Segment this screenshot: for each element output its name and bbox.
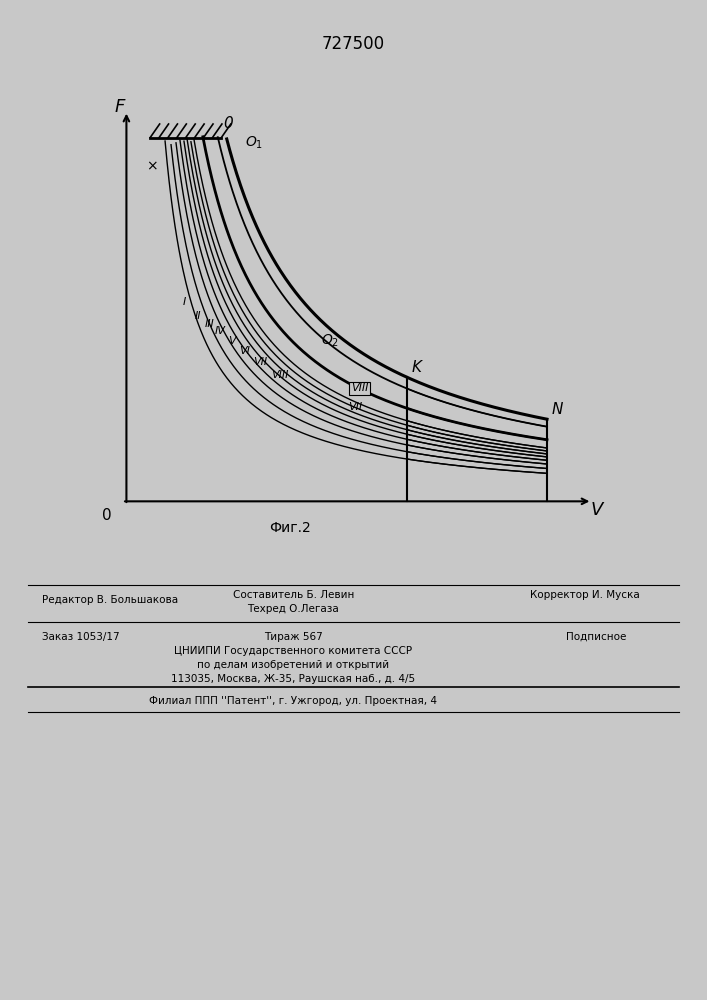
Text: Составитель Б. Левин: Составитель Б. Левин <box>233 590 354 600</box>
Text: IV: IV <box>215 326 226 336</box>
Text: VII: VII <box>348 402 362 412</box>
Text: V: V <box>228 336 236 346</box>
Text: Фиг.2: Фиг.2 <box>269 521 311 535</box>
Text: $O_2$: $O_2$ <box>320 333 339 349</box>
Text: ×: × <box>146 159 158 173</box>
Text: VI: VI <box>240 346 250 356</box>
Text: VIII: VIII <box>351 383 368 393</box>
Text: Корректор И. Муска: Корректор И. Муска <box>530 590 640 600</box>
Text: 0: 0 <box>103 508 112 523</box>
Text: по делам изобретений и открытий: по делам изобретений и открытий <box>197 660 390 670</box>
Text: VII: VII <box>253 357 267 367</box>
Text: N: N <box>551 402 563 417</box>
Text: Техред О.Легаза: Техред О.Легаза <box>247 604 339 614</box>
Text: I: I <box>183 297 186 307</box>
Text: K: K <box>411 360 421 375</box>
Text: Филиал ППП ''Патент'', г. Ужгород, ул. Проектная, 4: Филиал ППП ''Патент'', г. Ужгород, ул. П… <box>149 696 438 706</box>
Text: Тираж 567: Тираж 567 <box>264 632 323 642</box>
Text: Подписное: Подписное <box>566 632 626 642</box>
Text: III: III <box>204 319 214 329</box>
Text: V: V <box>590 501 603 519</box>
Text: Заказ 1053/17: Заказ 1053/17 <box>42 632 120 642</box>
Text: Редактор В. Большакова: Редактор В. Большакова <box>42 595 179 605</box>
Text: F: F <box>115 98 125 116</box>
Text: 727500: 727500 <box>322 35 385 53</box>
Text: 0: 0 <box>223 116 233 131</box>
Text: $O_1$: $O_1$ <box>245 135 263 151</box>
Text: 113035, Москва, Ж-35, Раушская наб., д. 4/5: 113035, Москва, Ж-35, Раушская наб., д. … <box>171 674 416 684</box>
Text: VIII: VIII <box>271 370 288 380</box>
Text: ЦНИИПИ Государственного комитета СССР: ЦНИИПИ Государственного комитета СССР <box>175 646 412 656</box>
Text: II: II <box>194 311 201 321</box>
